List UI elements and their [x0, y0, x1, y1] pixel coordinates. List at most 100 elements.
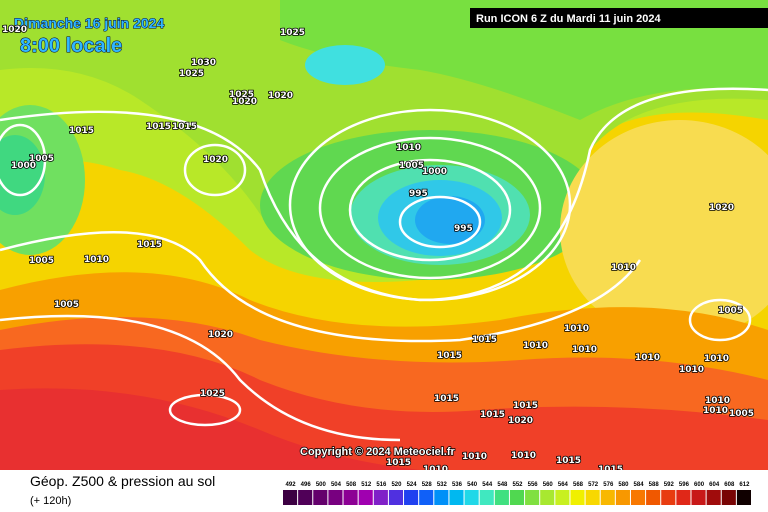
legend-swatch [525, 490, 540, 505]
legend-label: 564 [558, 482, 569, 488]
forecast-time: 8:00 locale [20, 35, 122, 57]
legend-swatch [736, 490, 751, 505]
legend-label: 512 [361, 482, 372, 488]
isobar-label: 1010 [511, 451, 536, 461]
legend-label: 584 [634, 482, 645, 488]
legend-label: 596 [679, 482, 690, 488]
legend-swatch [509, 490, 525, 505]
isobar-label: 1010 [84, 255, 109, 265]
isobar-label: 1020 [203, 155, 228, 165]
isobar-label: 1005 [729, 409, 754, 419]
legend-label: 612 [739, 482, 750, 488]
legend-swatch [494, 490, 509, 505]
isobar-label: 1010 [396, 143, 421, 153]
isobar-label: 1000 [11, 161, 36, 171]
legend-swatch [449, 490, 464, 505]
legend-swatch [328, 490, 343, 505]
isobar-label: 1020 [508, 416, 533, 426]
isobar-label: 1005 [399, 161, 424, 171]
legend-label: 588 [649, 482, 660, 488]
legend: 492 496 500 504 508 512 516 520 524 528 532 536 540 5… [283, 482, 751, 505]
isobar-label: 1000 [422, 167, 447, 177]
isobar-label: 1020 [232, 97, 257, 107]
isobar-label: 1010 [704, 354, 729, 364]
legend-swatch [706, 490, 721, 505]
run-banner [470, 8, 768, 28]
legend-swatch [298, 490, 313, 505]
legend-swatch [343, 490, 358, 505]
isobar-label: 1025 [229, 90, 254, 100]
legend-swatch [373, 490, 388, 505]
legend-label: 500 [316, 482, 327, 488]
legend-label: 540 [467, 482, 478, 488]
map-background [0, 0, 768, 470]
legend-label: 532 [437, 482, 448, 488]
legend-swatch [283, 490, 298, 505]
legend-swatch [630, 490, 646, 505]
isobar-label: 1010 [611, 263, 636, 273]
isobar-label: 1015 [472, 335, 497, 345]
legend-swatch [540, 490, 555, 505]
legend-label: 576 [603, 482, 614, 488]
legend-label: 580 [618, 482, 629, 488]
isobar-label: 1015 [172, 122, 197, 132]
legend-swatch [615, 490, 630, 505]
legend-label: 524 [407, 482, 418, 488]
isobar-label: 1010 [564, 324, 589, 334]
legend-label: 508 [346, 482, 357, 488]
isobar-label: 1010 [679, 365, 704, 375]
isobar-label: 1025 [280, 28, 305, 38]
isobar-label: 1010 [572, 345, 597, 355]
run-info: Run ICON 6 Z du Mardi 11 juin 2024 [476, 13, 661, 25]
legend-label: 556 [528, 482, 539, 488]
isobar-label: 1030 [191, 58, 216, 68]
legend-label: 504 [331, 482, 342, 488]
legend-swatch [358, 490, 373, 505]
legend-label: 496 [301, 482, 312, 488]
legend-label: 516 [376, 482, 387, 488]
legend-label: 548 [497, 482, 508, 488]
isobar-label: 1015 [146, 122, 171, 132]
footer-lead: (+ 120h) [30, 495, 71, 507]
isobar-label: 1010 [462, 452, 487, 462]
legend-label: 600 [694, 482, 705, 488]
isobar-label: 1015 [386, 458, 411, 468]
isobar-label: 1015 [556, 456, 581, 466]
legend-label: 560 [543, 482, 554, 488]
legend-label: 492 [286, 482, 297, 488]
legend-label: 608 [724, 482, 735, 488]
legend-label: 536 [452, 482, 463, 488]
legend-swatch [646, 490, 661, 505]
isobar-label: 1020 [2, 25, 27, 35]
isobar-label: 1025 [200, 389, 225, 399]
legend-label: 572 [588, 482, 599, 488]
isobar-label: 1020 [208, 330, 233, 340]
legend-label: 604 [709, 482, 720, 488]
isobar-label: 1005 [29, 154, 54, 164]
legend-swatch [388, 490, 404, 505]
isobar-label: 1005 [718, 306, 743, 316]
forecast-date: Dimanche 16 juin 2024 [14, 15, 164, 31]
isobar-label: 1010 [705, 396, 730, 406]
isobar-label: 1015 [434, 394, 459, 404]
isobar-label: 995 [454, 224, 473, 234]
legend-swatch [464, 490, 479, 505]
footer-title: Géop. Z500 & pression au sol [30, 473, 215, 489]
isobar-label: 1015 [137, 240, 162, 250]
legend-swatch [404, 490, 419, 505]
isobar-label: 1005 [54, 300, 79, 310]
isobar-label: 1015 [480, 410, 505, 420]
isobar-label: 1010 [635, 353, 660, 363]
isobar-label: 1015 [513, 401, 538, 411]
legend-swatch [676, 490, 691, 505]
isobar-label: 1010 [703, 406, 728, 416]
isobar-label: 995 [409, 189, 428, 199]
copyright: Copyright © 2024 Meteociel.fr [300, 446, 456, 458]
legend-swatch [600, 490, 615, 505]
legend-swatch [555, 490, 570, 505]
legend-swatch [313, 490, 328, 505]
isobar-label: 1015 [437, 351, 462, 361]
legend-swatch [691, 490, 706, 505]
